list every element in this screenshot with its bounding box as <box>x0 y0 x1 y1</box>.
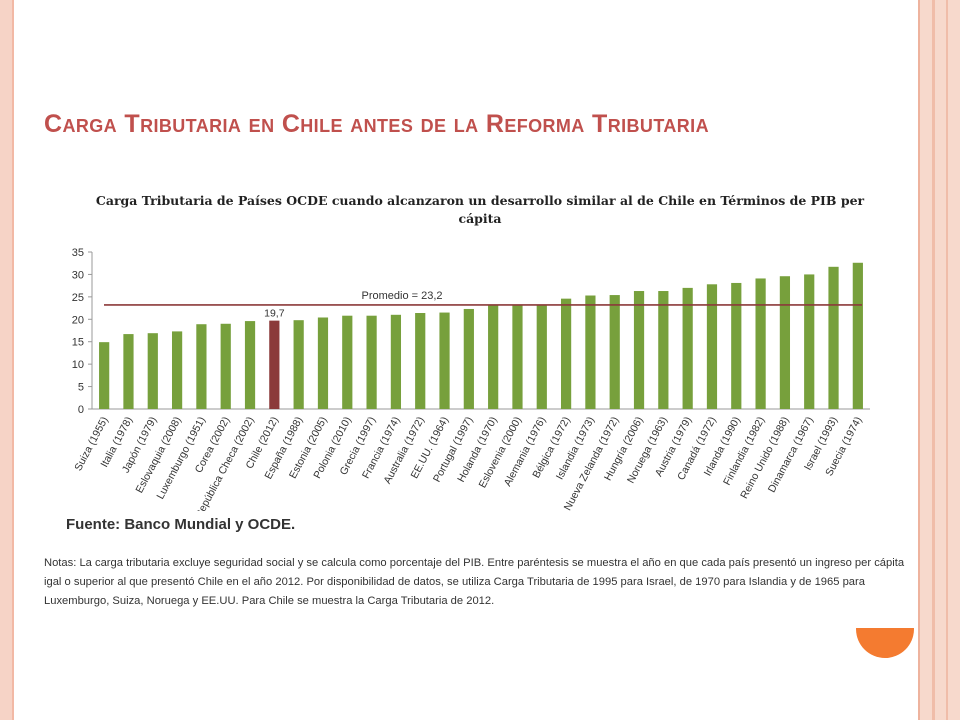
bar <box>390 314 402 409</box>
bar <box>366 315 377 409</box>
bar <box>585 295 596 409</box>
left-border-stripe <box>12 0 14 720</box>
bar <box>171 331 183 409</box>
bar <box>804 274 815 409</box>
bar <box>658 291 669 409</box>
highlight-data-label: 19,7 <box>264 308 285 320</box>
slide-title: Carga Tributaria en Chile antes de la Re… <box>44 110 709 138</box>
footnotes: Notas: La carga tributaria excluye segur… <box>44 557 905 607</box>
bar <box>828 266 839 409</box>
bar <box>220 323 231 409</box>
bar <box>560 298 572 409</box>
y-tick-label: 0 <box>78 404 84 416</box>
bar <box>488 305 499 409</box>
bar <box>779 276 791 409</box>
bar <box>463 308 474 409</box>
right-border-stripe <box>918 0 920 720</box>
left-border-band <box>0 0 12 720</box>
bar <box>317 317 329 409</box>
right-border-stripe <box>946 0 948 720</box>
highlight-bar <box>269 320 280 409</box>
bar <box>609 295 620 409</box>
bars: 19,7 <box>99 262 863 409</box>
bar <box>682 287 693 409</box>
y-tick-label: 35 <box>72 247 84 259</box>
bar <box>439 312 450 409</box>
bar <box>415 313 426 409</box>
bar <box>196 324 207 409</box>
bar <box>99 342 110 409</box>
bar <box>706 284 718 409</box>
right-border-band <box>918 0 960 720</box>
chart-title: Carga Tributaria de Países OCDE cuando a… <box>95 193 865 226</box>
right-border-stripe <box>932 0 935 720</box>
y-tick-label: 5 <box>78 382 84 394</box>
bar <box>342 315 353 409</box>
y-tick-label: 10 <box>72 359 84 371</box>
bar <box>852 262 863 409</box>
bar <box>755 278 766 409</box>
bar <box>293 320 304 409</box>
bar <box>536 304 547 409</box>
bar <box>244 321 256 409</box>
x-axis-labels: Suiza (1955)Italia (1978)Japón (1979)Esl… <box>72 415 864 511</box>
average-line-group: Promedio = 23,2 <box>104 290 862 306</box>
bar <box>633 291 645 409</box>
decorative-circle-mask <box>856 600 914 628</box>
y-tick-label: 30 <box>72 269 84 281</box>
y-tick-label: 15 <box>72 337 84 349</box>
bar <box>731 282 742 409</box>
bar <box>147 333 158 409</box>
bar <box>123 334 134 409</box>
source-note: Fuente: Banco Mundial y OCDE. <box>66 516 296 533</box>
bar-chart: 0 5 10 15 20 25 30 35 19,7 Suiza (1955)Italia (… <box>72 247 870 511</box>
y-tick-label: 25 <box>72 292 84 304</box>
bar <box>512 305 523 409</box>
y-tick-label: 20 <box>72 314 84 326</box>
average-label: Promedio = 23,2 <box>361 290 442 302</box>
